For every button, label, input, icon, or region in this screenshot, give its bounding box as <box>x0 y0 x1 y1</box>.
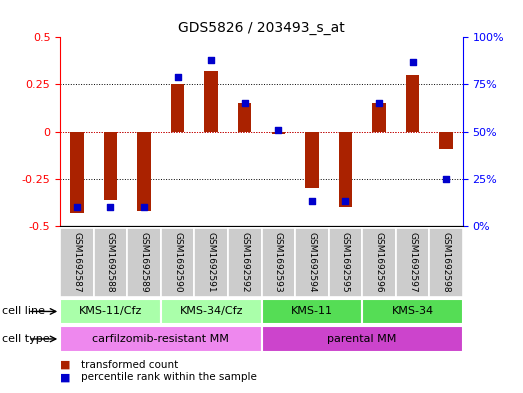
Bar <box>94 228 127 297</box>
Text: parental MM: parental MM <box>327 334 397 344</box>
Bar <box>271 132 285 134</box>
Point <box>174 74 182 80</box>
Point <box>274 127 282 133</box>
Point <box>375 100 383 107</box>
Text: GSM1692589: GSM1692589 <box>140 232 149 293</box>
Bar <box>238 103 252 132</box>
Bar <box>262 326 463 352</box>
Bar <box>60 326 262 352</box>
Text: KMS-11: KMS-11 <box>291 307 333 316</box>
Bar <box>396 228 429 297</box>
Text: KMS-11/Cfz: KMS-11/Cfz <box>79 307 142 316</box>
Bar <box>171 84 184 132</box>
Bar <box>328 228 362 297</box>
Point <box>73 204 81 210</box>
Point <box>207 57 215 63</box>
Text: carfilzomib-resistant MM: carfilzomib-resistant MM <box>93 334 229 344</box>
Bar <box>104 132 117 200</box>
Bar <box>362 299 463 324</box>
Text: transformed count: transformed count <box>81 360 178 370</box>
Bar <box>406 75 419 132</box>
Text: ■: ■ <box>60 360 71 370</box>
Text: GSM1692588: GSM1692588 <box>106 232 115 293</box>
Text: GSM1692591: GSM1692591 <box>207 232 215 293</box>
Bar <box>204 71 218 132</box>
Text: GSM1692597: GSM1692597 <box>408 232 417 293</box>
Text: cell type: cell type <box>2 334 49 344</box>
Bar <box>372 103 385 132</box>
Text: GSM1692593: GSM1692593 <box>274 232 283 293</box>
Text: GSM1692598: GSM1692598 <box>441 232 451 293</box>
Bar <box>60 299 161 324</box>
Point <box>442 176 450 182</box>
Text: GSM1692592: GSM1692592 <box>240 232 249 292</box>
Bar <box>305 132 319 188</box>
Text: percentile rank within the sample: percentile rank within the sample <box>81 372 257 382</box>
Bar <box>138 132 151 211</box>
Title: GDS5826 / 203493_s_at: GDS5826 / 203493_s_at <box>178 21 345 35</box>
Bar <box>262 228 295 297</box>
Point <box>408 59 417 65</box>
Bar <box>161 228 195 297</box>
Bar <box>70 132 84 213</box>
Bar <box>262 299 362 324</box>
Text: GSM1692596: GSM1692596 <box>374 232 383 293</box>
Bar <box>228 228 262 297</box>
Text: GSM1692595: GSM1692595 <box>341 232 350 293</box>
Text: GSM1692590: GSM1692590 <box>173 232 182 293</box>
Text: ■: ■ <box>60 372 71 382</box>
Bar <box>429 228 463 297</box>
Bar <box>339 132 352 207</box>
Point <box>308 198 316 205</box>
Bar <box>295 228 328 297</box>
Bar <box>161 299 262 324</box>
Bar <box>60 228 94 297</box>
Bar <box>127 228 161 297</box>
Point <box>140 204 148 210</box>
Bar <box>439 132 453 149</box>
Point <box>241 100 249 107</box>
Point <box>106 204 115 210</box>
Text: GSM1692594: GSM1692594 <box>308 232 316 292</box>
Text: cell line: cell line <box>2 307 44 316</box>
Bar <box>195 228 228 297</box>
Text: KMS-34/Cfz: KMS-34/Cfz <box>179 307 243 316</box>
Text: GSM1692587: GSM1692587 <box>72 232 82 293</box>
Text: KMS-34: KMS-34 <box>391 307 434 316</box>
Bar <box>362 228 396 297</box>
Point <box>341 198 349 205</box>
